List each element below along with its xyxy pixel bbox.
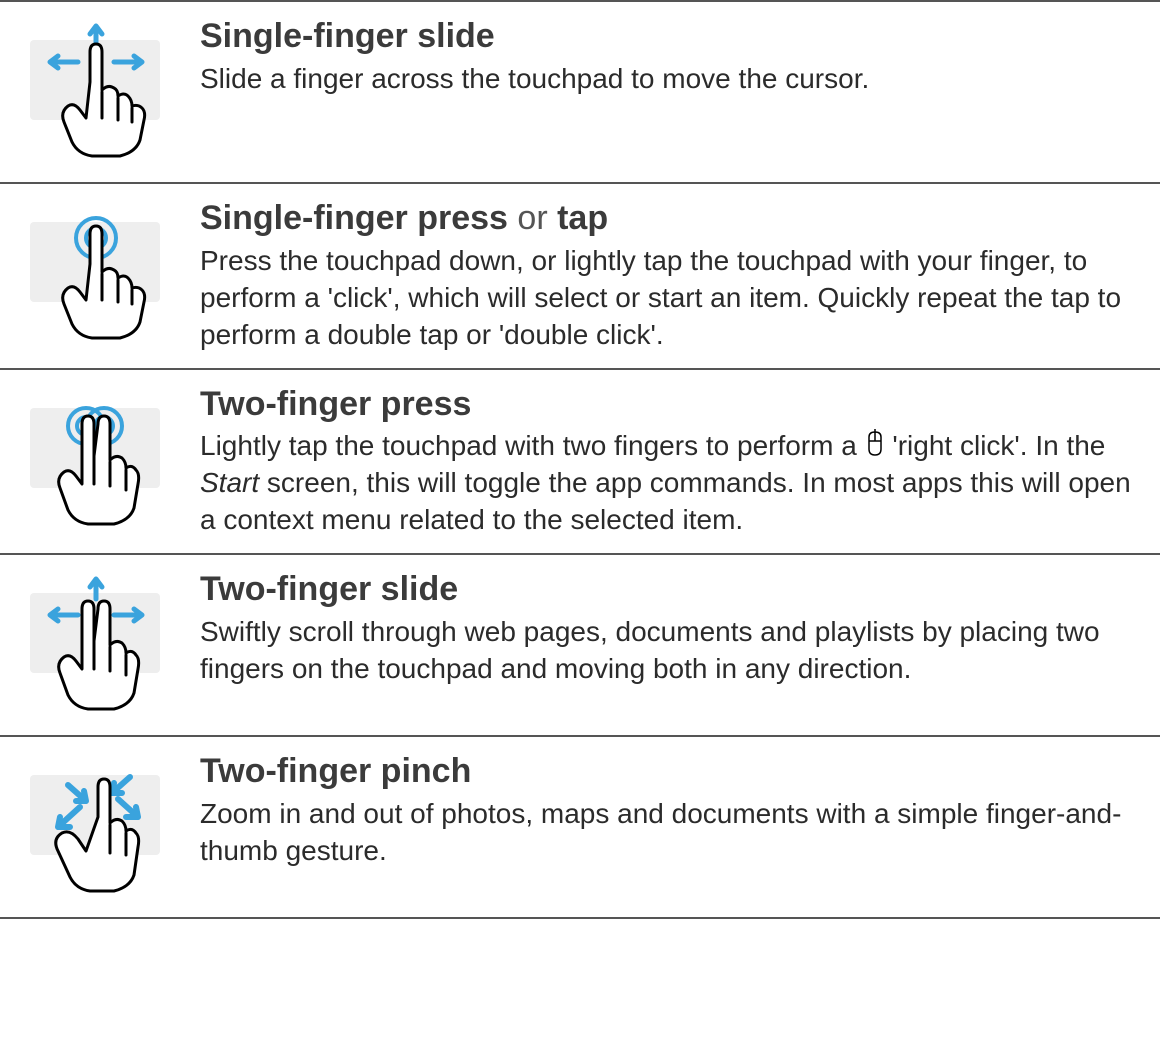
gesture-description: Swiftly scroll through web pages, docume…: [200, 614, 1142, 688]
gesture-text-cell: Two-finger pinch Zoom in and out of phot…: [200, 751, 1160, 870]
gesture-text-cell: Two-finger press Lightly tap the touchpa…: [200, 384, 1160, 540]
gesture-icon-cell: [0, 384, 200, 536]
gesture-description: Slide a finger across the touchpad to mo…: [200, 61, 1142, 98]
two-finger-press-icon: [20, 390, 180, 530]
gesture-row-two-finger-press: Two-finger press Lightly tap the touchpa…: [0, 368, 1160, 554]
gesture-icon-cell: [0, 198, 200, 350]
gesture-description: Lightly tap the touchpad with two finger…: [200, 428, 1142, 539]
gesture-title: Two-finger press: [200, 384, 1142, 425]
gesture-title: Single-finger slide: [200, 16, 1142, 57]
two-finger-slide-icon: [20, 575, 180, 715]
gesture-icon-cell: [0, 751, 200, 903]
gesture-title: Two-finger slide: [200, 569, 1142, 610]
gesture-description: Press the touchpad down, or lightly tap …: [200, 243, 1142, 354]
single-finger-slide-icon: [20, 22, 180, 162]
gesture-title: Single-finger press or tap: [200, 198, 1142, 239]
gesture-title: Two-finger pinch: [200, 751, 1142, 792]
gesture-row-two-finger-slide: Two-finger slide Swiftly scroll through …: [0, 553, 1160, 735]
gesture-row-single-finger-slide: Single-finger slide Slide a finger acros…: [0, 0, 1160, 182]
two-finger-pinch-icon: [20, 757, 180, 897]
gesture-text-cell: Two-finger slide Swiftly scroll through …: [200, 569, 1160, 688]
single-finger-press-icon: [20, 204, 180, 344]
gesture-text-cell: Single-finger slide Slide a finger acros…: [200, 16, 1160, 98]
gesture-table: Single-finger slide Slide a finger acros…: [0, 0, 1160, 919]
gesture-row-single-finger-press: Single-finger press or tap Press the tou…: [0, 182, 1160, 368]
gesture-icon-cell: [0, 16, 200, 168]
gesture-text-cell: Single-finger press or tap Press the tou…: [200, 198, 1160, 354]
gesture-icon-cell: [0, 569, 200, 721]
gesture-description: Zoom in and out of photos, maps and docu…: [200, 796, 1142, 870]
gesture-row-two-finger-pinch: Two-finger pinch Zoom in and out of phot…: [0, 735, 1160, 919]
